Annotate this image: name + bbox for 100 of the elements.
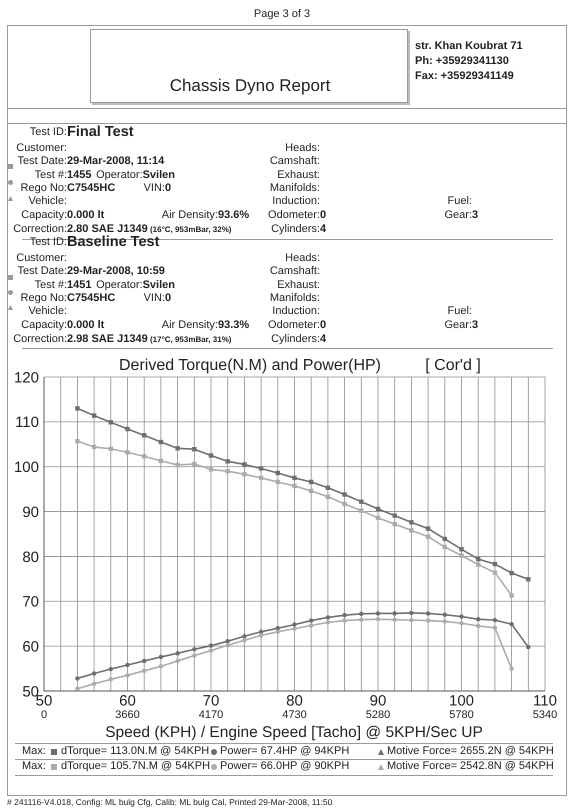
text: 5780 — [449, 709, 474, 723]
text: Power= 66.0HP @ 90KPH — [220, 760, 350, 774]
point — [409, 528, 414, 533]
point — [192, 462, 196, 466]
point — [75, 676, 80, 681]
point — [342, 618, 347, 623]
text: Baseline Test — [67, 234, 160, 252]
point — [75, 686, 80, 691]
point — [258, 630, 264, 634]
point — [125, 450, 130, 455]
text: Final Test — [67, 124, 134, 142]
point — [359, 617, 364, 622]
text: Vehicle: — [28, 195, 67, 209]
point — [309, 618, 314, 623]
point — [242, 638, 247, 643]
text: Correction: — [13, 223, 67, 237]
point — [509, 593, 514, 598]
point — [75, 406, 80, 411]
text: C7545HC — [67, 292, 116, 306]
point — [309, 480, 314, 484]
text: Capacity: — [21, 319, 67, 333]
x-tick-label: 90 — [370, 692, 386, 710]
point — [376, 516, 380, 520]
text: Motive Force= 2655.2N @ 54KPH — [387, 745, 554, 759]
point — [92, 413, 96, 418]
text: Manifolds: — [270, 182, 320, 196]
y-tick-label: 120 — [14, 369, 39, 386]
text: Exhaust: — [277, 278, 320, 292]
point — [142, 454, 146, 459]
point — [158, 654, 164, 660]
point — [142, 658, 146, 664]
point — [158, 664, 164, 669]
text: 0 — [165, 182, 172, 196]
text: Gear: — [444, 209, 472, 223]
text: 0 — [320, 319, 326, 333]
point — [242, 634, 247, 638]
text: 29-Mar-2008, 10:59 — [67, 265, 165, 279]
text: 93.6% — [218, 209, 250, 223]
point — [276, 630, 280, 634]
point — [276, 480, 280, 484]
point — [392, 513, 397, 518]
text: dTorque= 105.7N.M @ 54KPH — [61, 760, 210, 774]
point — [309, 623, 314, 628]
text: Rego No: — [20, 182, 67, 196]
text: Test Date: — [17, 155, 67, 169]
x-tick-label: 70 — [202, 692, 220, 710]
text: Test ID: — [30, 236, 67, 250]
point — [292, 476, 297, 480]
point — [292, 622, 297, 627]
point — [242, 472, 247, 477]
point — [326, 494, 330, 499]
text: 4170 — [198, 709, 224, 723]
y-tick-label: 110 — [15, 414, 39, 432]
text: Page 3 of 3 — [254, 8, 310, 22]
x-tick-label: 110 — [533, 692, 557, 710]
chart-title: Derived Torque(N.M) and Power(HP) — [118, 356, 382, 376]
text: 3660 — [115, 709, 140, 723]
text: Odometer: — [268, 319, 320, 333]
text: Capacity: — [21, 209, 67, 223]
point — [226, 469, 230, 474]
chart-subtitle: [ Cor'd ] — [425, 356, 481, 376]
text: Camshaft: — [270, 265, 320, 279]
text: Operator: — [96, 168, 143, 182]
point — [426, 618, 430, 623]
text: Customer: — [16, 252, 67, 266]
point — [208, 467, 214, 472]
text: Induction: — [272, 195, 320, 209]
text: Cylinders: — [271, 333, 320, 347]
point — [258, 466, 264, 471]
point — [342, 492, 347, 497]
point — [92, 682, 96, 686]
text: Power= 67.4HP @ 94KPH — [220, 745, 350, 759]
point — [509, 570, 514, 576]
text: Svilen — [142, 168, 175, 182]
point — [459, 621, 464, 626]
point — [426, 534, 430, 539]
point — [509, 622, 514, 626]
y-tick-label: 60 — [22, 638, 39, 656]
point — [326, 620, 330, 625]
point — [75, 438, 80, 444]
point — [309, 488, 314, 494]
y-tick-label: 90 — [22, 504, 39, 521]
point — [392, 611, 397, 616]
point — [276, 626, 280, 630]
point — [376, 506, 380, 512]
point — [192, 653, 196, 658]
point — [509, 666, 514, 671]
point — [442, 536, 447, 542]
text: Heads: — [285, 142, 320, 156]
point — [292, 626, 297, 631]
text: Air Density: — [162, 209, 218, 223]
text: 5280 — [366, 709, 390, 723]
x-tick-label: 80 — [286, 692, 303, 710]
point — [476, 617, 480, 622]
text: Exhaust: — [277, 168, 320, 182]
point — [158, 440, 164, 444]
point — [426, 526, 430, 531]
text: (17°C, 953mBar, 31%) — [150, 335, 232, 345]
text: Air Density: — [162, 319, 218, 333]
point — [175, 462, 180, 468]
